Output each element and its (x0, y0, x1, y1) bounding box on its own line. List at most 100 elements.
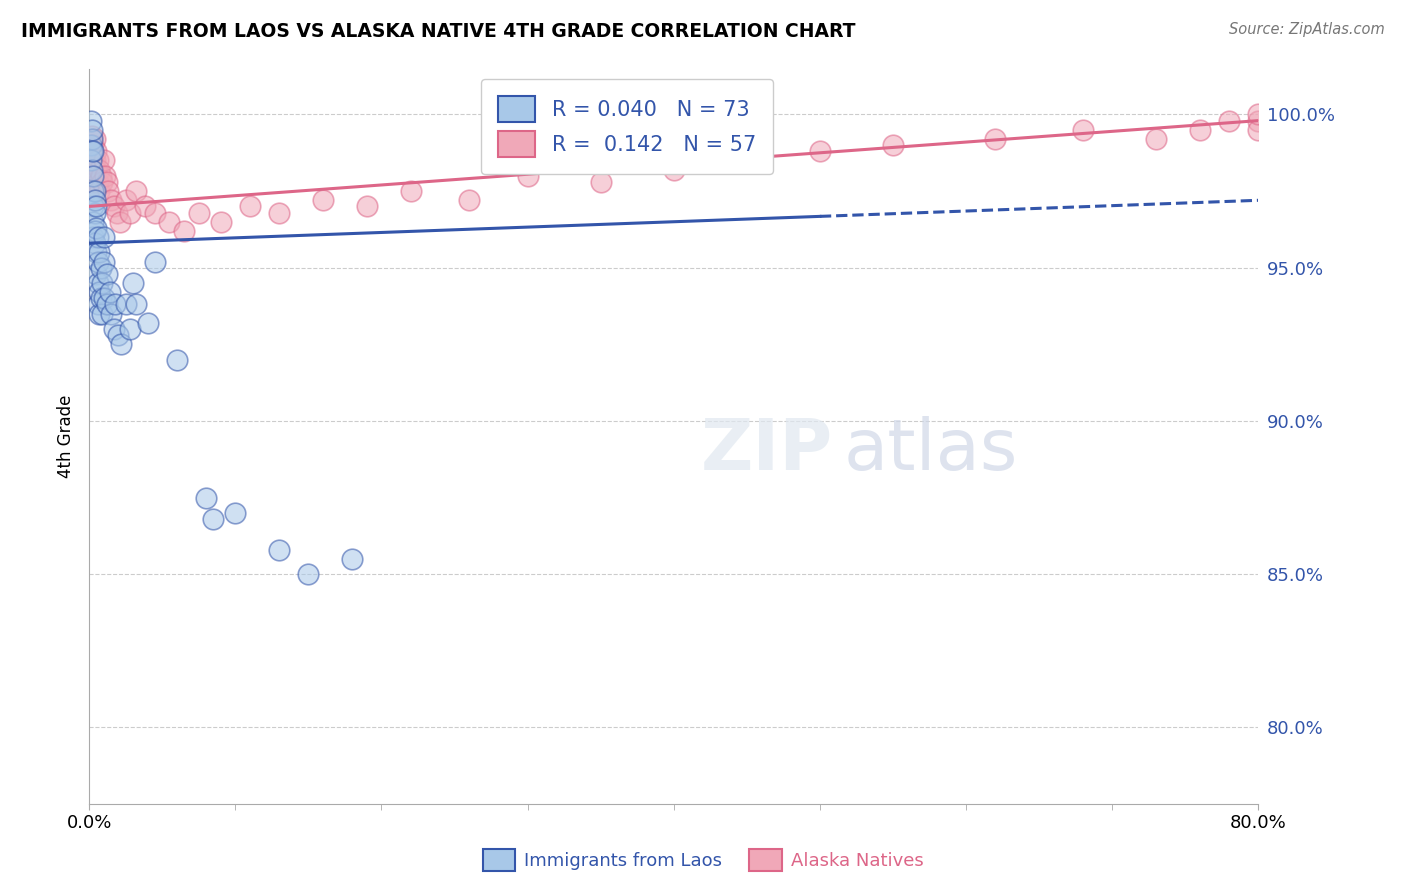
Point (100, 194, 122, 208)
Point (82, 153, 104, 168)
Point (136, 316, 159, 330)
Point (79, 138, 101, 153)
Point (86, 267, 108, 281)
Text: ZIP: ZIP (702, 417, 834, 485)
Point (80, 123, 103, 137)
Point (107, 328, 129, 343)
Point (125, 297, 148, 311)
Point (118, 205, 141, 219)
Point (84, 236, 107, 251)
Point (86, 245, 108, 260)
Point (105, 205, 128, 219)
Point (104, 297, 127, 311)
Point (82, 145, 104, 159)
Point (86, 162, 108, 177)
Point (114, 194, 136, 208)
Point (91, 175, 114, 189)
Point (80, 145, 103, 159)
Point (80, 132, 103, 146)
Point (89, 162, 111, 177)
Point (90, 169, 112, 183)
Point (209, 215, 232, 229)
Point (87, 254, 110, 268)
Point (82, 199, 104, 213)
Point (118, 322, 141, 336)
Point (84, 132, 107, 146)
Point (98, 285, 121, 300)
Point (82, 230, 104, 244)
Point (125, 184, 148, 198)
Point (143, 205, 166, 219)
Point (80, 162, 103, 177)
Point (110, 337, 132, 351)
Point (84, 194, 107, 208)
Point (114, 297, 136, 311)
Point (356, 199, 378, 213)
Legend: R = 0.040   N = 73, R =  0.142   N = 57: R = 0.040 N = 73, R = 0.142 N = 57 (481, 78, 773, 174)
Point (143, 254, 166, 268)
Point (1071, 123, 1094, 137)
Text: Source: ZipAtlas.com: Source: ZipAtlas.com (1229, 22, 1385, 37)
Point (82, 169, 104, 183)
Point (82, 184, 104, 198)
Text: IMMIGRANTS FROM LAOS VS ALASKA NATIVE 4TH GRADE CORRELATION CHART: IMMIGRANTS FROM LAOS VS ALASKA NATIVE 4T… (21, 22, 856, 41)
Point (82, 138, 104, 153)
Point (87, 230, 110, 244)
Point (267, 542, 290, 557)
Point (134, 199, 156, 213)
Point (89, 245, 111, 260)
Point (93, 230, 115, 244)
Point (735, 153, 758, 168)
Point (1188, 123, 1211, 137)
Point (90, 291, 112, 305)
Point (224, 506, 246, 520)
Point (312, 194, 335, 208)
Legend: Immigrants from Laos, Alaska Natives: Immigrants from Laos, Alaska Natives (475, 842, 931, 879)
Point (82, 175, 104, 189)
Point (166, 352, 188, 367)
Point (103, 322, 125, 336)
Point (89, 285, 111, 300)
Point (103, 199, 125, 213)
Point (239, 199, 262, 213)
Point (89, 307, 111, 321)
Point (93, 254, 115, 268)
Point (100, 307, 122, 321)
Point (1218, 113, 1240, 128)
Point (87, 175, 110, 189)
Point (195, 491, 218, 505)
Point (187, 205, 209, 219)
Point (79, 138, 101, 153)
Point (87, 297, 110, 311)
Point (79, 113, 101, 128)
Point (173, 224, 195, 238)
Point (1247, 113, 1270, 128)
Point (882, 138, 904, 153)
Point (87, 276, 110, 290)
Text: atlas: atlas (844, 417, 1018, 485)
Point (91, 307, 114, 321)
Point (202, 512, 225, 526)
Point (86, 220, 108, 235)
Point (90, 260, 112, 275)
Point (79, 153, 101, 168)
Point (516, 169, 538, 183)
Point (662, 162, 685, 177)
Point (80, 162, 103, 177)
Y-axis label: 4th Grade: 4th Grade (58, 394, 75, 478)
Point (96, 267, 118, 281)
Point (87, 153, 110, 168)
Point (82, 215, 104, 229)
Point (93, 291, 115, 305)
Point (297, 567, 319, 582)
Point (89, 184, 111, 198)
Point (86, 199, 108, 213)
Point (984, 132, 1007, 146)
Point (97, 184, 120, 198)
Point (267, 205, 290, 219)
Point (86, 145, 108, 159)
Point (80, 145, 103, 159)
Point (96, 175, 118, 189)
Point (458, 194, 481, 208)
Point (91, 276, 114, 290)
